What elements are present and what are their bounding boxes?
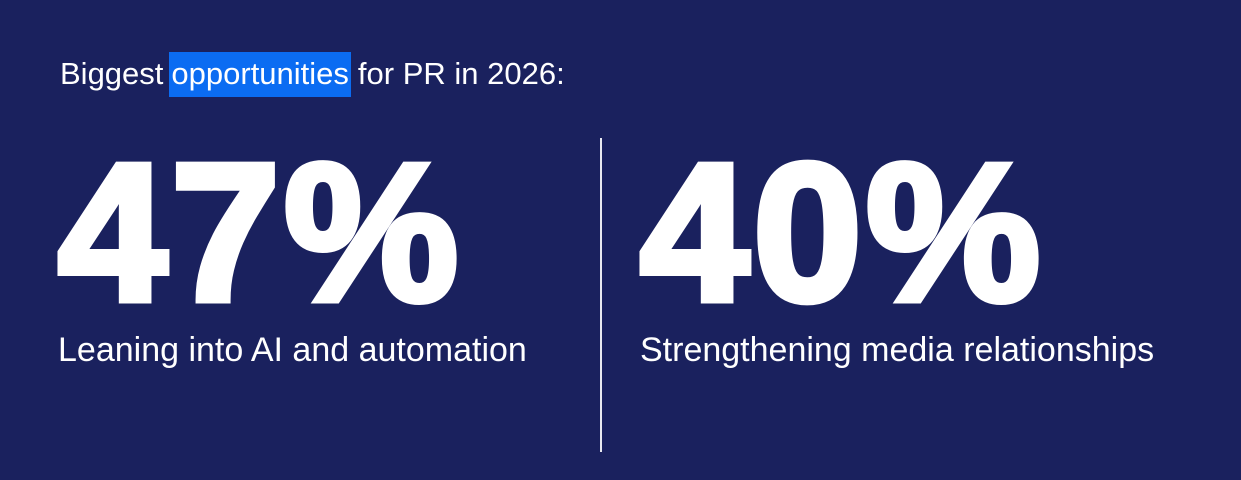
stat-label: Strengthening media relationships [640,331,1155,369]
stat: 40% Strengthening media relationships [636,123,1155,370]
title: Biggest opportunities for PR in 2026: [60,52,565,97]
stat-value: 40% [636,123,1045,342]
title-text: for PR in 2026: [357,56,565,91]
stat: 47% Leaning into AI and automation [55,123,527,370]
stat-value: 47% [55,123,463,342]
stat-label: Leaning into AI and automation [58,331,527,369]
title-highlight: opportunities [169,52,351,97]
divider [600,138,602,452]
title-text: Biggest [60,56,164,91]
